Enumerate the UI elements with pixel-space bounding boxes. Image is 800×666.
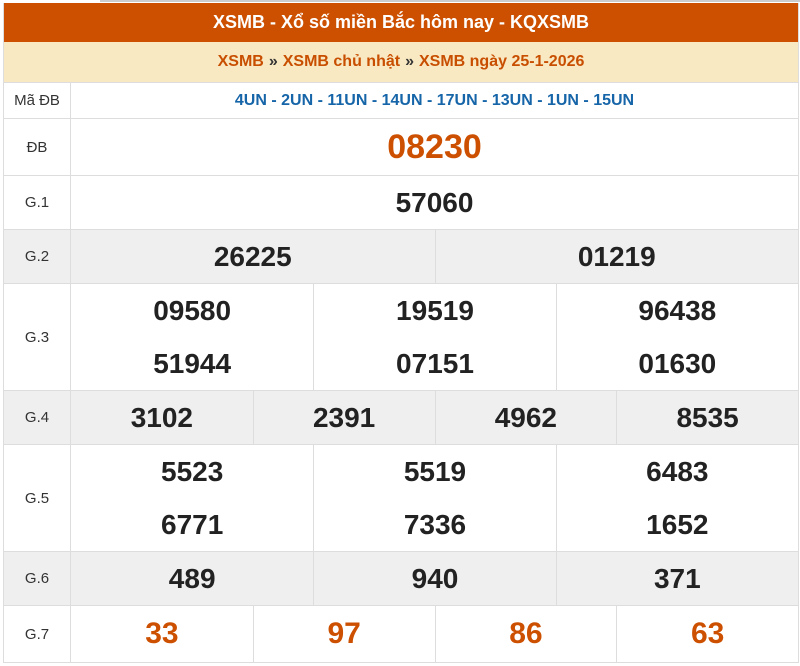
breadcrumb-link-sunday[interactable]: XSMB chủ nhật	[282, 53, 401, 70]
prize-number: 489	[168, 562, 216, 594]
prize-label: G.5	[4, 445, 71, 551]
prize-number: 5523	[161, 455, 224, 487]
prize-row: G.5 5523 5519 6483 6771 7336 1652	[4, 444, 798, 551]
prize-number: 8535	[616, 391, 798, 444]
prize-label: G.1	[4, 176, 71, 229]
prize-number: 57060	[395, 186, 474, 218]
prize-number: 940	[313, 552, 555, 605]
prize-number: 371	[555, 552, 798, 605]
prize-number: 97	[252, 606, 435, 662]
prize-number: 2391	[252, 391, 435, 444]
prize-number: 96438	[555, 284, 798, 337]
prize-number: 51944	[153, 347, 232, 379]
prize-label: G.6	[4, 552, 71, 605]
prize-label: G.2	[4, 230, 71, 283]
prize-number: 1652	[555, 498, 798, 551]
prize-row: G.2 26225 01219	[4, 229, 798, 283]
row-ma-db: Mã ĐB 4UN - 2UN - 11UN - 14UN - 17UN - 1…	[4, 82, 798, 118]
prize-label: G.3	[4, 284, 71, 390]
prize-number: 4962	[434, 391, 617, 444]
prize-row: G.1 57060	[4, 175, 798, 229]
prize-number: 07151	[313, 337, 555, 390]
breadcrumb-separator: »	[405, 53, 414, 70]
prize-number: 6771	[161, 508, 224, 540]
top-border	[100, 0, 800, 2]
prize-number: 01219	[434, 230, 799, 283]
prize-number: 63	[616, 606, 798, 662]
prize-row: G.3 09580 19519 96438 51944 07151 01630	[4, 283, 798, 390]
prize-number: 09580	[153, 294, 232, 326]
prize-number: 19519	[313, 284, 555, 337]
prize-number: 33	[145, 617, 179, 650]
breadcrumb-link-date[interactable]: XSMB ngày 25-1-2026	[418, 53, 585, 70]
row-label: Mã ĐB	[4, 83, 71, 118]
prize-number: 86	[434, 606, 617, 662]
prize-row: ĐB 08230	[4, 118, 798, 175]
prize-number: 3102	[130, 401, 194, 433]
prize-number: 5519	[313, 445, 555, 498]
prize-number: 01630	[555, 337, 798, 390]
table-title: XSMB - Xổ số miền Bắc hôm nay - KQXSMB	[4, 3, 798, 42]
prize-number: 6483	[555, 445, 798, 498]
prize-label: ĐB	[4, 119, 71, 175]
prize-number: 08230	[387, 127, 482, 166]
breadcrumb-separator: »	[268, 53, 278, 70]
prize-row: G.4 3102 2391 4962 8535	[4, 390, 798, 444]
prize-row: G.7 33 97 86 63	[4, 605, 798, 662]
results-table: XSMB - Xổ số miền Bắc hôm nay - KQXSMB X…	[3, 3, 799, 663]
special-codes: 4UN - 2UN - 11UN - 14UN - 17UN - 13UN - …	[234, 91, 635, 109]
prize-row: G.6 489 940 371	[4, 551, 798, 605]
prize-label: G.4	[4, 391, 71, 444]
prize-number: 26225	[213, 240, 292, 272]
breadcrumb: XSMB » XSMB chủ nhật » XSMB ngày 25-1-20…	[4, 42, 798, 82]
prize-label: G.7	[4, 606, 71, 662]
breadcrumb-link-xsmb[interactable]: XSMB	[217, 53, 264, 70]
prize-number: 7336	[313, 498, 555, 551]
